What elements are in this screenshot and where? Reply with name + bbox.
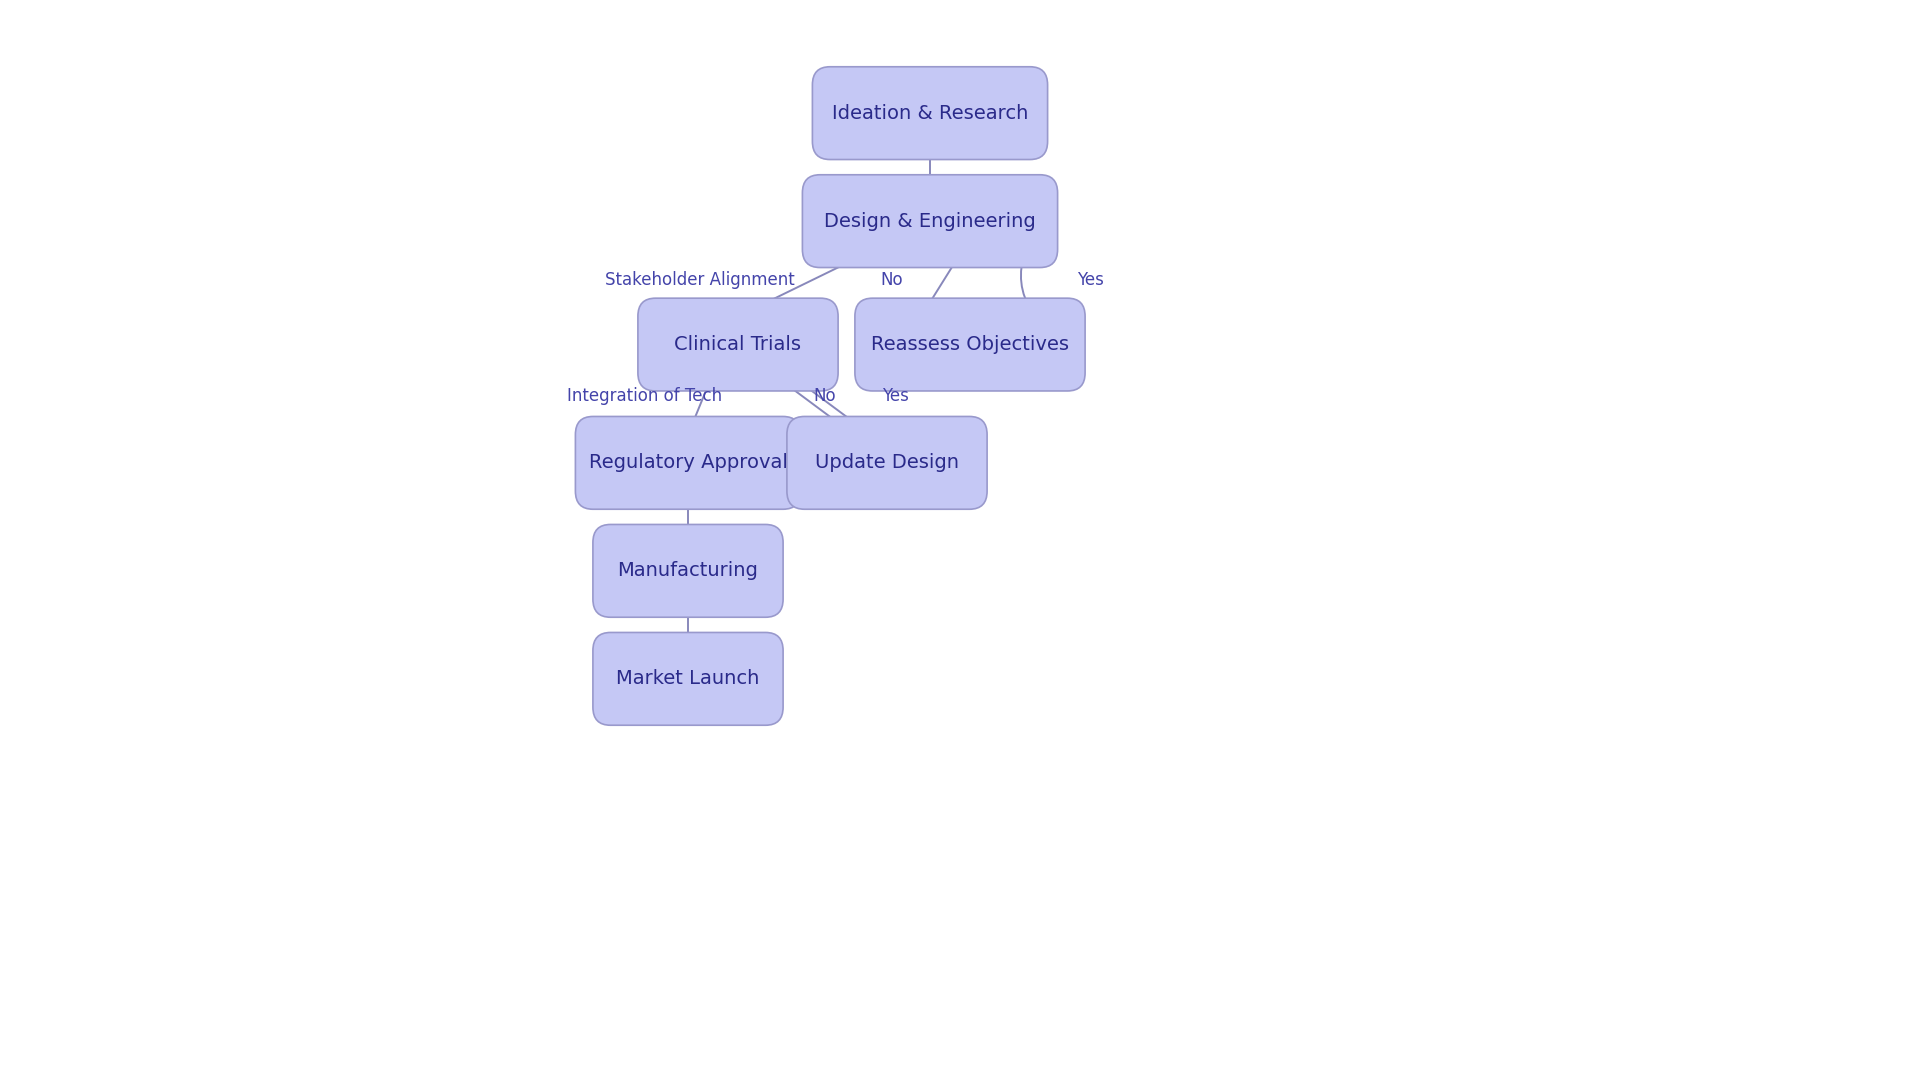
FancyBboxPatch shape: [593, 633, 783, 726]
Text: Stakeholder Alignment: Stakeholder Alignment: [605, 271, 795, 288]
FancyBboxPatch shape: [576, 417, 801, 510]
Text: Update Design: Update Design: [814, 454, 958, 472]
FancyBboxPatch shape: [787, 417, 987, 510]
Text: No: No: [814, 387, 837, 405]
Text: Integration of Tech: Integration of Tech: [568, 387, 722, 405]
Text: Regulatory Approval: Regulatory Approval: [589, 454, 787, 472]
FancyBboxPatch shape: [593, 525, 783, 618]
FancyBboxPatch shape: [803, 175, 1058, 268]
Text: Yes: Yes: [1077, 271, 1104, 288]
Text: Ideation & Research: Ideation & Research: [831, 104, 1029, 123]
Text: Design & Engineering: Design & Engineering: [824, 212, 1037, 231]
Text: Clinical Trials: Clinical Trials: [674, 335, 801, 354]
FancyBboxPatch shape: [854, 298, 1085, 391]
FancyBboxPatch shape: [637, 298, 839, 391]
Text: Market Launch: Market Launch: [616, 670, 760, 688]
Text: Reassess Objectives: Reassess Objectives: [872, 335, 1069, 354]
Text: Manufacturing: Manufacturing: [618, 562, 758, 580]
Text: No: No: [881, 271, 902, 288]
FancyBboxPatch shape: [812, 67, 1048, 160]
Text: Yes: Yes: [881, 387, 908, 405]
